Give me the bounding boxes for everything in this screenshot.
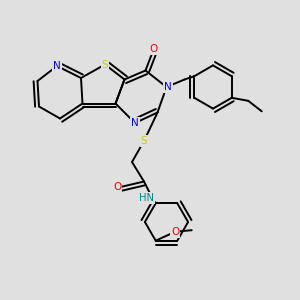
Text: O: O	[113, 182, 121, 193]
Text: O: O	[149, 44, 157, 55]
Text: N: N	[53, 61, 61, 71]
Text: O: O	[171, 227, 179, 237]
Text: N: N	[131, 118, 139, 128]
Text: HN: HN	[139, 193, 154, 203]
Text: S: S	[102, 59, 108, 70]
Text: S: S	[141, 136, 147, 146]
Text: N: N	[164, 82, 172, 92]
